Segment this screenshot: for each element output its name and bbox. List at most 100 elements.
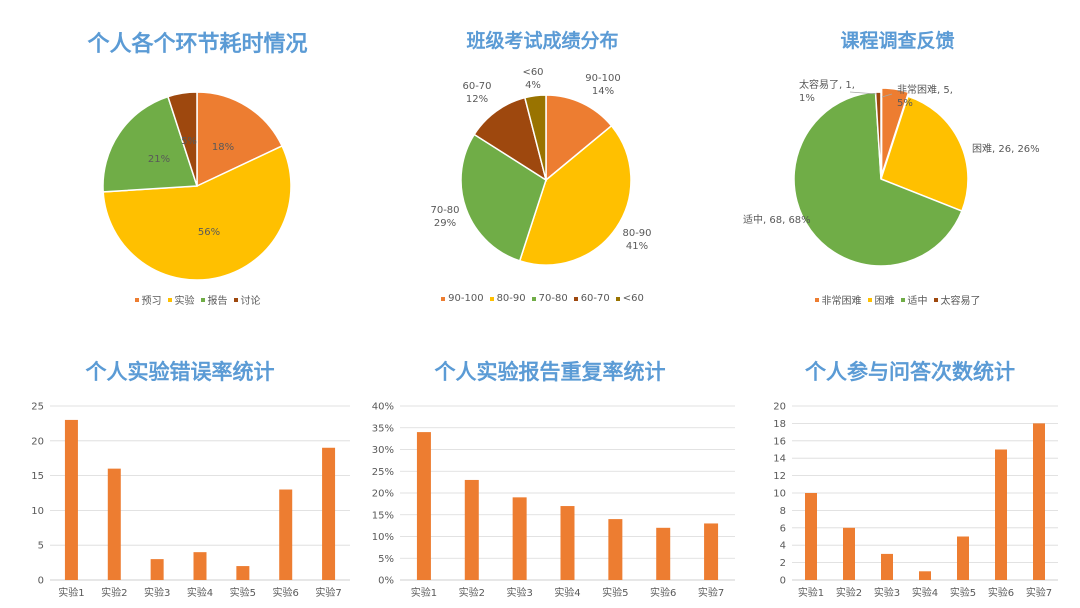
y-tick-label: 25 — [31, 402, 44, 413]
pie-chart-course-feedback: 非常困难, 5, 5% 困难, 26, 26% 适中, 68, 68% 太容易了, 1,… — [743, 78, 1040, 267]
pie-data-label: 太容易了, 1, — [799, 78, 855, 91]
legend-item: 讨论 — [233, 292, 261, 307]
legend-item: 实验 — [167, 292, 195, 307]
legend-item: 适中 — [900, 292, 928, 307]
bar-实验5 — [236, 566, 250, 580]
legend-label: 80-90 — [496, 293, 526, 304]
x-tick-label: 实验3 — [506, 586, 532, 599]
chart-title: 个人参与问答次数统计 — [805, 360, 1015, 384]
y-tick-label: 8 — [780, 506, 786, 517]
legend-item: 报告 — [200, 292, 228, 307]
pie-data-label: 41% — [626, 241, 648, 252]
pie-data-label: 适中, 68, 68% — [743, 213, 811, 226]
pie-slice-讨论 — [167, 91, 198, 187]
y-tick-label: 10 — [31, 506, 44, 517]
legend-item: 60-70 — [573, 293, 610, 304]
leader-line — [881, 93, 893, 98]
bar-实验1 — [805, 493, 817, 580]
x-tick-label: 实验7 — [315, 586, 341, 599]
legend-swatch — [573, 296, 578, 301]
bar-实验4 — [919, 571, 931, 580]
legend-item: 非常困难 — [814, 292, 862, 307]
x-tick-label: 实验2 — [836, 586, 862, 599]
legend-swatch — [615, 296, 620, 301]
pie-chart-time-usage: 18% 56% 21% 5% — [102, 91, 292, 281]
chart-title: 班级考试成绩分布 — [466, 30, 619, 52]
legend-swatch — [489, 296, 494, 301]
pie-slice-非常困难 — [880, 87, 910, 176]
bar-实验5 — [957, 536, 969, 580]
chart-panel-report-duplication: 个人实验报告重复率统计 0% 5% 10% 15% 20% 25% 30% 35% 40% 实验1… — [360, 340, 740, 608]
pie-data-label: 56% — [198, 227, 220, 238]
pie-slice-太容易了 — [874, 91, 882, 180]
bar-实验6 — [279, 489, 293, 580]
legend-swatch — [531, 296, 536, 301]
legend-swatch — [867, 297, 872, 302]
bar-chart-report-duplication: 0% 5% 10% 15% 20% 25% 30% 35% 40% 实验1 实验2 实验3 实验4 实验5… — [372, 402, 735, 599]
pie-data-label: 非常困难, 5, — [897, 83, 953, 96]
bar-实验7 — [1033, 423, 1045, 580]
legend-label: 讨论 — [240, 296, 261, 307]
y-tick-label: 25% — [372, 467, 394, 478]
legend-item: 预习 — [134, 292, 162, 307]
pie-slice-实验 — [102, 144, 292, 281]
legend-item: 困难 — [867, 292, 895, 307]
bar-实验6 — [995, 449, 1007, 580]
pie-data-label: 21% — [148, 154, 170, 165]
y-tick-label: 20% — [372, 489, 394, 500]
x-tick-label: 实验5 — [950, 586, 976, 599]
legend-swatch — [233, 297, 238, 302]
bar-实验2 — [843, 527, 855, 580]
y-tick-label: 5% — [378, 554, 394, 565]
legend-item: <60 — [615, 293, 644, 304]
pie-data-label: 70-80 — [430, 205, 459, 216]
x-tick-label: 实验5 — [602, 586, 628, 599]
x-tick-label: 实验4 — [554, 586, 580, 599]
bar-实验5 — [608, 519, 623, 580]
legend-swatch — [900, 297, 905, 302]
y-tick-label: 10 — [773, 489, 786, 500]
pie-slice-80-90 — [518, 124, 632, 266]
pie-data-label: <60 — [522, 67, 543, 78]
bar-实验2 — [464, 479, 479, 580]
x-tick-label: 实验4 — [187, 586, 213, 599]
x-tick-label: 实验7 — [1026, 586, 1052, 599]
pie-slice-预习 — [196, 91, 284, 188]
chart-legend: 90-100 80-90 70-80 60-70 <60 — [365, 293, 720, 304]
bar-chart-qa-participation: 0 2 4 6 8 10 12 14 16 18 20 实验1 实验2 实验3 实验4 实验5 实验6 实验7 — [773, 402, 1058, 599]
chart-legend: 预习 实验 报告 讨论 — [20, 292, 375, 307]
x-tick-label: 实验1 — [411, 586, 437, 599]
y-tick-label: 16 — [773, 436, 786, 447]
legend-label: 预习 — [141, 296, 162, 307]
legend-swatch — [167, 297, 172, 302]
pie-data-label: 60-70 — [462, 81, 491, 92]
y-tick-label: 0 — [38, 576, 44, 587]
y-tick-label: 5 — [38, 541, 44, 552]
chart-panel-error-rate: 个人实验错误率统计 0 5 10 15 20 25 实验1 实验2 实验3 实验4 实验5 实验6 实验… — [0, 340, 360, 608]
bar-实验1 — [416, 432, 431, 580]
x-tick-label: 实验3 — [144, 586, 170, 599]
y-tick-label: 14 — [773, 454, 786, 465]
y-tick-label: 15 — [31, 471, 44, 482]
leader-line — [849, 91, 878, 95]
y-tick-label: 30% — [372, 445, 394, 456]
pie-slice-70-80 — [460, 133, 547, 262]
bar-chart-error-rate: 0 5 10 15 20 25 实验1 实验2 实验3 实验4 实验5 实验6 实验7 — [31, 402, 350, 599]
legend-label: 报告 — [207, 296, 228, 307]
y-tick-label: 20 — [773, 402, 786, 413]
pie-data-label: 5% — [897, 98, 913, 109]
y-tick-label: 2 — [780, 558, 786, 569]
pie-data-label: 14% — [592, 86, 614, 97]
bar-实验3 — [881, 553, 893, 580]
legend-label: 太容易了 — [940, 296, 981, 307]
x-tick-label: 实验5 — [230, 586, 256, 599]
chart-title: 课程调查反馈 — [840, 30, 955, 52]
pie-slice-困难 — [880, 95, 969, 213]
legend-swatch — [200, 297, 205, 302]
bar-实验7 — [322, 447, 336, 580]
x-tick-label: 实验6 — [988, 586, 1014, 599]
x-tick-label: 实验1 — [58, 586, 84, 599]
pie-data-label: 12% — [466, 94, 488, 105]
pie-data-label: 困难, 26, 26% — [972, 143, 1040, 155]
pie-data-label: 4% — [525, 80, 541, 91]
